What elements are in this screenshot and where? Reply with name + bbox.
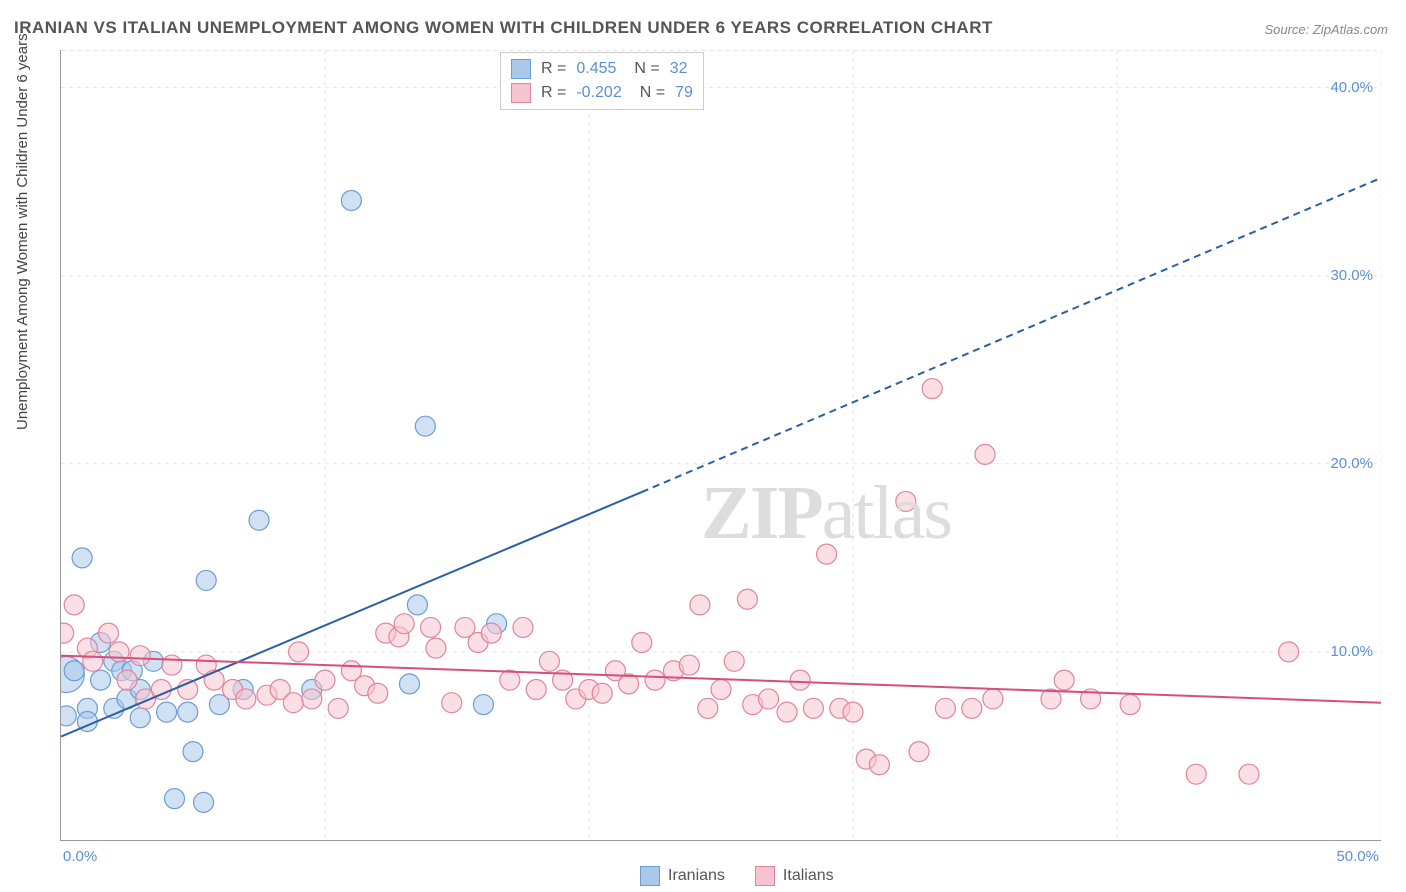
y-axis-label: Unemployment Among Women with Children U…	[14, 33, 31, 430]
y-tick-label: 20.0%	[1330, 455, 1373, 472]
correlation-row-iranians: R = 0.455 N = 32	[511, 57, 693, 81]
swatch-italians-icon	[511, 83, 531, 103]
legend-label-italians: Italians	[783, 867, 834, 885]
watermark-rest: atlas	[822, 471, 951, 555]
legend-item-iranians: Iranians	[640, 866, 725, 886]
r-label: R =	[541, 81, 566, 105]
watermark: ZIPatlas	[701, 470, 951, 557]
bottom-legend: Iranians Italians	[640, 866, 834, 886]
n-value-italians: 79	[675, 81, 693, 105]
y-tick-label: 10.0%	[1330, 643, 1373, 660]
legend-item-italians: Italians	[755, 866, 834, 886]
y-tick-label: 40.0%	[1330, 79, 1373, 96]
x-tick-label-right: 50.0%	[1336, 848, 1379, 865]
swatch-italians-icon	[755, 866, 775, 886]
n-label: N =	[640, 81, 665, 105]
source-label: Source: ZipAtlas.com	[1264, 22, 1388, 37]
swatch-iranians-icon	[640, 866, 660, 886]
legend-label-iranians: Iranians	[668, 867, 725, 885]
n-label: N =	[634, 57, 659, 81]
watermark-bold: ZIP	[701, 471, 822, 555]
y-tick-label: 30.0%	[1330, 267, 1373, 284]
swatch-iranians-icon	[511, 59, 531, 79]
chart-plot-area: ZIPatlas 10.0%20.0%30.0%40.0%0.0%50.0%	[60, 50, 1381, 841]
correlation-legend-box: R = 0.455 N = 32 R = -0.202 N = 79	[500, 52, 704, 110]
chart-svg	[61, 50, 1381, 840]
r-value-iranians: 0.455	[576, 57, 616, 81]
x-tick-label-left: 0.0%	[63, 848, 97, 865]
n-value-iranians: 32	[670, 57, 688, 81]
chart-title: IRANIAN VS ITALIAN UNEMPLOYMENT AMONG WO…	[14, 18, 993, 38]
correlation-row-italians: R = -0.202 N = 79	[511, 81, 693, 105]
r-label: R =	[541, 57, 566, 81]
r-value-italians: -0.202	[576, 81, 621, 105]
